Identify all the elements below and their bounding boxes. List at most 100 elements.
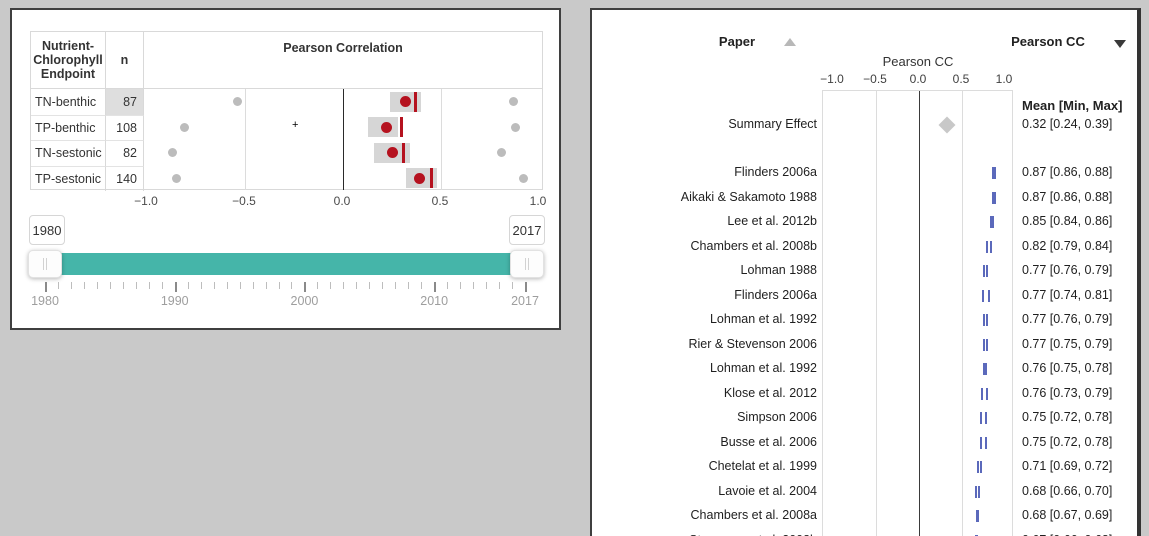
ci-max-marker [985,265,988,277]
table-row[interactable]: TN-benthic 87 [31,89,144,115]
year-axis-label: 1980 [31,294,59,308]
table-row[interactable]: TP-benthic 108 [31,114,144,140]
forest-axis-title: Pearson CC [882,54,954,69]
ci-max-marker [993,167,996,179]
study-value: 0.71 [0.69, 0.72] [1022,459,1113,473]
ci-min-marker [981,289,984,302]
min-dot-marker [171,173,181,183]
forest-axis-tick-label: −1.0 [820,72,844,86]
summary-effect-value: 0.32 [0.24, 0.39] [1022,117,1113,131]
plot-gridline [876,91,877,536]
minor-year-tick [200,282,202,289]
study-label: Chetelat et al. 1999 [708,459,817,473]
study-label: Simpson 2006 [737,410,817,424]
minor-year-tick [187,282,189,289]
min-dot-marker [232,97,242,107]
ci-min-marker [985,240,988,253]
year-axis-label: 2010 [420,294,449,308]
ci-max-marker [976,534,979,536]
forest-axis-tick-label: 1.0 [995,72,1013,86]
chevron-down-icon [1114,40,1126,48]
study-value: 0.85 [0.84, 0.86] [1022,214,1113,228]
major-year-tick [434,282,437,292]
axis-tick-label: 0.5 [431,194,449,208]
study-label: Rier & Stevenson 2006 [688,336,817,351]
cursor-crosshair: + [292,119,299,131]
n-cell: 140 [106,165,144,191]
plot-gridline [962,91,963,536]
major-year-tick [45,282,47,292]
ci-max-marker [987,289,990,302]
minor-year-tick [265,282,267,289]
median-line-marker [400,117,404,138]
range-end-input[interactable]: 2017 [509,215,545,245]
minor-year-tick [70,282,72,289]
study-value: 0.76 [0.75, 0.78] [1022,361,1113,375]
study-value: 0.68 [0.66, 0.70] [1022,483,1113,498]
minor-year-tick [109,282,111,289]
metric-dropdown[interactable]: Pearson CC [1011,34,1085,49]
range-handle-left[interactable] [28,250,62,278]
minor-year-tick [395,282,397,289]
study-label: Aikaki & Sakamoto 1988 [680,189,817,204]
plot-column-header-cell: Pearson Correlation [144,32,542,89]
max-dot-marker [497,148,507,158]
median-line-marker [429,168,433,189]
study-label: Klose et al. 2012 [723,385,817,400]
major-year-tick [304,282,307,292]
endpoint-summary-panel: Nutrient- Chlorophyll Endpoint n Pearson… [10,8,561,330]
paper-sort-header[interactable]: Paper [718,34,756,49]
range-start-input[interactable]: 1980 [29,215,65,245]
endpoint-table: Nutrient- Chlorophyll Endpoint n Pearson… [30,31,543,191]
minor-year-tick [408,282,410,289]
ci-max-marker [991,216,994,228]
forest-axis-tick-label: −0.5 [863,72,887,86]
mean-dot-marker [400,96,412,108]
study-label: Lohman et al. 1992 [709,312,817,326]
study-label: Lohman 1988 [740,263,817,277]
ci-max-marker [985,363,988,375]
plot-gridline [245,89,246,190]
study-value: 0.67 [0.66, 0.68] [1022,532,1112,536]
year-range-track[interactable] [42,253,529,275]
ci-min-marker [983,314,986,326]
minor-year-tick [317,282,319,289]
axis-tick-label: 0.0 [333,194,351,208]
minor-year-tick [226,282,228,289]
minor-year-tick [330,282,332,289]
minor-year-tick [356,282,358,289]
forest-axis-tick-label: 0.0 [909,72,927,86]
study-label: Stevenson et al. 2008b [592,532,817,536]
zero-axis-line [919,91,920,536]
minor-year-tick [122,282,124,289]
study-value: 0.75 [0.72, 0.78] [1022,410,1113,424]
n-cell: 108 [106,114,144,140]
ci-max-marker [993,191,996,204]
minor-year-tick [421,282,423,289]
ci-max-marker [978,485,981,498]
grip-icon [525,258,526,270]
study-label: Flinders 2006a [734,165,817,179]
max-dot-marker [518,173,528,183]
ci-min-marker [979,412,982,424]
median-line-marker [402,142,406,163]
table-row[interactable]: TP-sestonic 140 [31,165,144,191]
ci-min-marker [977,461,980,473]
range-handle-right[interactable] [510,250,544,278]
ci-min-marker [982,363,985,375]
study-value: 0.68 [0.67, 0.69] [1022,508,1113,522]
table-row[interactable]: TN-sestonic 82 [31,140,144,166]
ci-max-marker [990,240,993,253]
minor-year-tick [460,282,462,289]
minor-year-tick [239,282,241,289]
study-label: Busse et al. 2006 [720,434,817,449]
study-label: Lavoie et al. 2004 [718,483,817,498]
zero-axis-line [343,89,344,190]
minor-year-tick [252,282,254,289]
minor-year-tick [291,282,293,289]
minor-year-tick [83,282,85,289]
minor-year-tick [278,282,280,289]
endpoint-cell: TP-benthic [31,114,106,140]
axis-tick-label: −0.5 [232,194,256,208]
